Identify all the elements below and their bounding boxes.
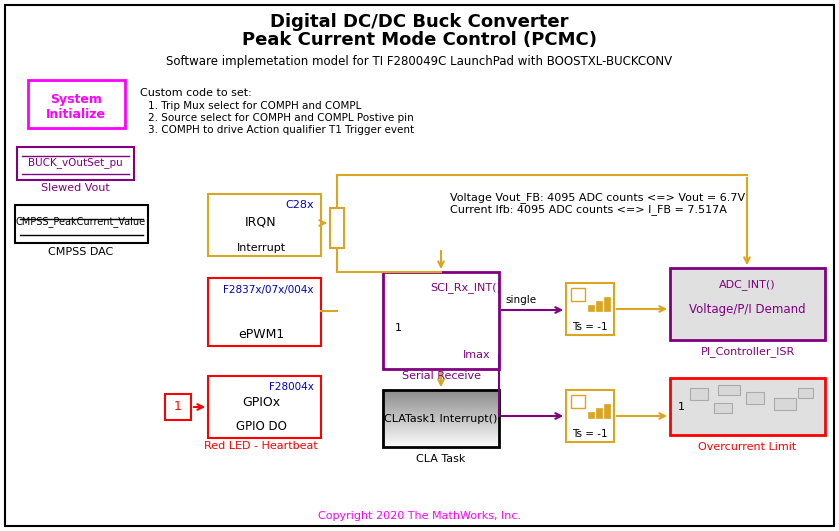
- Text: BUCK_vOutSet_pu: BUCK_vOutSet_pu: [28, 158, 122, 168]
- Bar: [588, 412, 594, 418]
- Text: Overcurrent Limit: Overcurrent Limit: [698, 442, 796, 452]
- Bar: [596, 301, 602, 311]
- Bar: [604, 297, 610, 311]
- Bar: [774, 398, 796, 410]
- Bar: [571, 288, 585, 301]
- Text: CMPSS DAC: CMPSS DAC: [49, 247, 113, 257]
- Text: Voltage Vout_FB: 4095 ADC counts <=> Vout = 6.7V: Voltage Vout_FB: 4095 ADC counts <=> Vou…: [450, 192, 745, 203]
- Text: Red LED - Heartbeat: Red LED - Heartbeat: [204, 441, 318, 451]
- Text: Digital DC/DC Buck Converter: Digital DC/DC Buck Converter: [270, 13, 569, 31]
- Bar: [17, 147, 134, 180]
- Text: 1: 1: [174, 400, 182, 414]
- Text: Software implemetation model for TI F280049C LaunchPad with BOOSTXL-BUCKCONV: Software implemetation model for TI F280…: [166, 56, 673, 68]
- Text: 3. COMPH to drive Action qualifier T1 Trigger event: 3. COMPH to drive Action qualifier T1 Tr…: [148, 125, 414, 135]
- Text: Copyright 2020 The MathWorks, Inc.: Copyright 2020 The MathWorks, Inc.: [318, 511, 521, 521]
- Text: SCI_Rx_INT(): SCI_Rx_INT(): [430, 282, 501, 293]
- Text: System: System: [50, 93, 102, 107]
- Text: CMPSS_PeakCurrent_Value: CMPSS_PeakCurrent_Value: [16, 217, 146, 227]
- Text: GPIOx: GPIOx: [242, 396, 280, 408]
- Bar: [383, 272, 499, 369]
- Bar: [28, 80, 125, 128]
- Text: 1: 1: [678, 401, 685, 412]
- Text: 1. Trip Mux select for COMPH and COMPL: 1. Trip Mux select for COMPH and COMPL: [148, 101, 362, 111]
- Text: Ts = -1: Ts = -1: [572, 322, 607, 332]
- Text: Interrupt: Interrupt: [237, 243, 285, 253]
- Text: CLATask1 Interrupt(): CLATask1 Interrupt(): [384, 414, 498, 424]
- Bar: [165, 394, 191, 420]
- Bar: [208, 194, 321, 256]
- Text: Serial Receive: Serial Receive: [402, 371, 481, 381]
- Bar: [690, 388, 708, 400]
- Text: 2. Source select for COMPH and COMPL Postive pin: 2. Source select for COMPH and COMPL Pos…: [148, 113, 414, 123]
- Text: IRQN: IRQN: [245, 216, 277, 228]
- Bar: [670, 268, 825, 340]
- Bar: [571, 395, 585, 408]
- Bar: [566, 390, 614, 442]
- Bar: [604, 404, 610, 418]
- Text: CLA Task: CLA Task: [416, 454, 466, 464]
- Text: Initialize: Initialize: [46, 107, 106, 121]
- Text: Custom code to set:: Custom code to set:: [140, 88, 252, 98]
- Text: ePWM1: ePWM1: [238, 329, 284, 341]
- Text: Voltage/P/I Demand: Voltage/P/I Demand: [689, 304, 805, 316]
- Bar: [208, 278, 321, 346]
- Bar: [208, 376, 321, 438]
- Text: F2837x/07x/004x: F2837x/07x/004x: [223, 285, 314, 295]
- Bar: [15, 205, 148, 243]
- Bar: [714, 403, 732, 413]
- Text: GPIO DO: GPIO DO: [236, 419, 286, 433]
- Bar: [330, 208, 344, 248]
- Bar: [670, 378, 825, 435]
- Bar: [718, 385, 740, 395]
- Text: Ts = -1: Ts = -1: [572, 429, 607, 439]
- Text: C28x: C28x: [285, 200, 314, 210]
- Bar: [383, 390, 499, 447]
- Text: ADC_INT(): ADC_INT(): [719, 279, 776, 290]
- Text: Imax: Imax: [462, 350, 490, 360]
- Text: 1: 1: [395, 323, 402, 333]
- Bar: [746, 392, 764, 404]
- Text: PI_Controller_ISR: PI_Controller_ISR: [701, 347, 795, 357]
- Text: F28004x: F28004x: [269, 382, 314, 392]
- Bar: [588, 305, 594, 311]
- Text: Current Ifb: 4095 ADC counts <=> I_FB = 7.517A: Current Ifb: 4095 ADC counts <=> I_FB = …: [450, 204, 727, 215]
- Bar: [798, 388, 813, 398]
- Text: single: single: [505, 295, 536, 305]
- Text: Slewed Vout: Slewed Vout: [40, 183, 109, 193]
- Bar: [596, 408, 602, 418]
- Bar: [566, 283, 614, 335]
- Text: Peak Current Mode Control (PCMC): Peak Current Mode Control (PCMC): [242, 31, 597, 49]
